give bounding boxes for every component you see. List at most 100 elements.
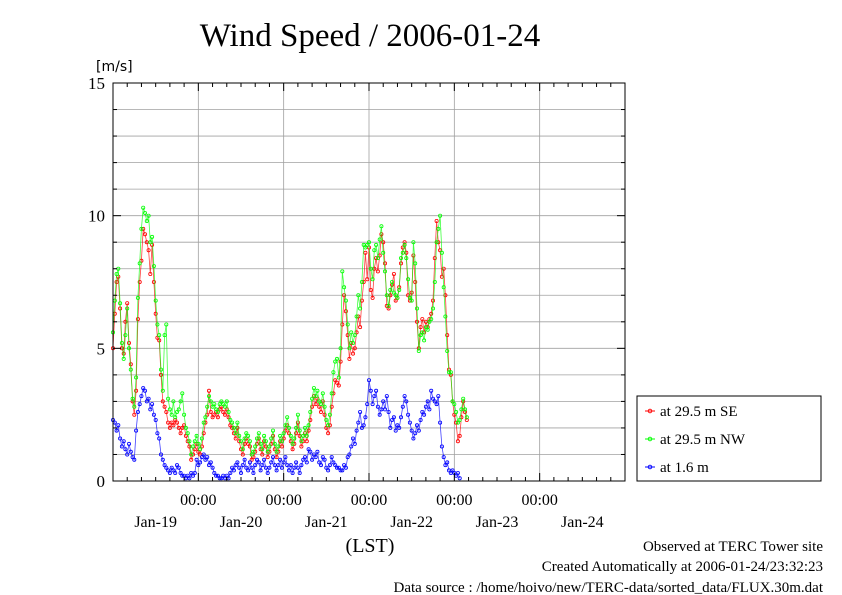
data-point xyxy=(331,370,336,375)
x-date-label: Jan-22 xyxy=(390,514,433,531)
data-point xyxy=(114,271,119,276)
data-point xyxy=(153,417,158,422)
data-point xyxy=(256,460,261,465)
data-point xyxy=(370,295,375,300)
data-point xyxy=(366,378,371,383)
grid-lines xyxy=(113,83,625,481)
x-date-label: Jan-23 xyxy=(476,514,519,531)
data-point xyxy=(267,465,272,470)
data-point xyxy=(173,417,178,422)
data-point xyxy=(324,425,329,430)
data-point xyxy=(354,428,359,433)
data-point xyxy=(423,325,428,330)
data-point xyxy=(379,224,384,229)
data-point xyxy=(414,423,419,428)
data-point xyxy=(155,322,160,327)
data-point xyxy=(382,261,387,266)
data-point xyxy=(196,463,201,468)
data-point xyxy=(288,433,293,438)
data-point xyxy=(249,465,254,470)
data-point xyxy=(450,399,455,404)
data-point xyxy=(290,470,295,475)
data-point xyxy=(283,423,288,428)
data-point xyxy=(356,420,361,425)
y-axis-ticks: 0 5 10 15 xyxy=(88,74,625,491)
data-point xyxy=(151,412,156,417)
data-point xyxy=(237,433,242,438)
data-point xyxy=(404,256,409,261)
data-point xyxy=(137,261,142,266)
data-point xyxy=(135,295,140,300)
data-point xyxy=(121,356,126,361)
data-point xyxy=(238,439,243,444)
data-point xyxy=(429,388,434,393)
data-point xyxy=(114,279,119,284)
data-point xyxy=(402,394,407,399)
data-point xyxy=(295,412,300,417)
data-point xyxy=(194,433,199,438)
data-point xyxy=(310,457,315,462)
data-point xyxy=(418,325,423,330)
data-point xyxy=(434,240,439,245)
series-1 xyxy=(111,218,469,462)
data-point xyxy=(381,250,386,255)
data-point xyxy=(130,455,135,460)
data-point xyxy=(235,460,240,465)
data-point xyxy=(400,250,405,255)
data-point xyxy=(228,417,233,422)
y-tick-label: 5 xyxy=(97,339,106,358)
data-point xyxy=(135,409,140,414)
data-point xyxy=(350,351,355,356)
data-point xyxy=(247,444,252,449)
data-point xyxy=(381,240,386,245)
y-tick-label: 10 xyxy=(88,207,105,226)
data-point xyxy=(338,359,343,364)
data-point xyxy=(441,455,446,460)
data-point xyxy=(290,447,295,452)
data-point xyxy=(228,423,233,428)
data-point xyxy=(461,396,466,401)
data-point xyxy=(320,391,325,396)
data-point xyxy=(285,415,290,420)
x-date-label: Jan-24 xyxy=(561,514,604,531)
data-point xyxy=(253,444,258,449)
data-point xyxy=(342,285,347,290)
data-point xyxy=(183,433,188,438)
data-point xyxy=(445,333,450,338)
data-point xyxy=(222,404,227,409)
data-point xyxy=(192,447,197,452)
data-point xyxy=(441,266,446,271)
data-point xyxy=(304,433,309,438)
data-point xyxy=(366,240,371,245)
data-point xyxy=(128,449,133,454)
data-point xyxy=(251,470,256,475)
data-point xyxy=(368,266,373,271)
data-point xyxy=(187,476,192,481)
data-point xyxy=(430,396,435,401)
data-point xyxy=(402,240,407,245)
data-point xyxy=(212,412,217,417)
data-point xyxy=(358,325,363,330)
data-point xyxy=(190,444,195,449)
legend-swatch-marker xyxy=(647,408,653,414)
data-point xyxy=(146,396,151,401)
data-point xyxy=(420,409,425,414)
data-point xyxy=(130,396,135,401)
data-point xyxy=(398,256,403,261)
data-point xyxy=(151,279,156,284)
data-point xyxy=(139,226,144,231)
data-point xyxy=(203,457,208,462)
data-point xyxy=(336,465,341,470)
data-point xyxy=(283,455,288,460)
data-point xyxy=(322,412,327,417)
data-point xyxy=(361,423,366,428)
data-point xyxy=(235,420,240,425)
data-point xyxy=(201,420,206,425)
data-point xyxy=(254,457,259,462)
x-date-label: Jan-21 xyxy=(305,514,348,531)
data-point xyxy=(333,463,338,468)
data-point xyxy=(134,388,139,393)
data-point xyxy=(443,463,448,468)
data-point xyxy=(132,404,137,409)
data-point xyxy=(441,285,446,290)
